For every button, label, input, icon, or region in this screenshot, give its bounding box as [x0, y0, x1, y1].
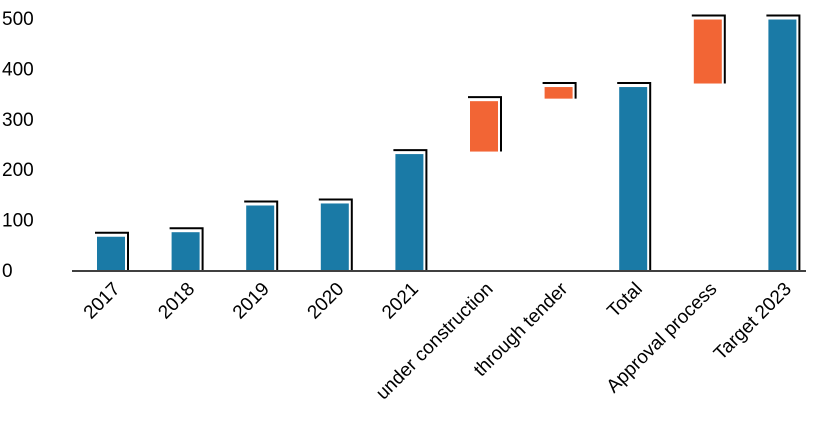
- bar: [395, 154, 424, 270]
- bar-outline: [617, 82, 652, 270]
- bar: [246, 205, 275, 270]
- y-tick-label: 300: [2, 110, 34, 131]
- bar-outline: [244, 200, 279, 270]
- bar: [619, 87, 648, 270]
- bar-2017: [95, 231, 129, 270]
- x-tick-label: 2018: [154, 279, 199, 324]
- y-tick-label: 200: [2, 160, 34, 181]
- x-tick-label: Total: [604, 279, 647, 322]
- y-tick-label: 400: [2, 59, 34, 80]
- y-tick-label: 500: [2, 9, 34, 30]
- bar: [171, 232, 200, 270]
- bar: [97, 236, 125, 270]
- y-tick-label: 0: [2, 261, 13, 282]
- bar-outline: [691, 14, 726, 84]
- bar-2020: [318, 198, 353, 270]
- bar-approval-process: [691, 14, 726, 84]
- x-tick-label: 2021: [378, 279, 423, 324]
- bar-through-tender: [542, 82, 577, 99]
- bar-outline: [766, 14, 801, 270]
- bar-outline: [169, 227, 204, 270]
- bar: [470, 101, 498, 152]
- bar-2018: [169, 227, 204, 270]
- bar-outline: [95, 231, 129, 270]
- bar-outline: [468, 96, 502, 152]
- bar-total: [617, 82, 652, 270]
- bar: [544, 87, 573, 99]
- bar: [693, 19, 722, 84]
- x-tick-label: 2020: [304, 279, 349, 324]
- y-tick-label: 100: [2, 211, 34, 232]
- bar-2021: [393, 149, 428, 270]
- x-tick-label: 2019: [229, 279, 274, 324]
- bar-outline: [542, 82, 577, 99]
- bar-2019: [244, 200, 279, 270]
- y-axis-ticks: 0 100 200 300 400 500: [2, 9, 34, 282]
- bar: [768, 19, 797, 271]
- bar-outline: [318, 198, 353, 270]
- bar-outline: [393, 149, 428, 270]
- x-tick-label: Target 2023: [710, 279, 796, 365]
- bars: [95, 14, 801, 271]
- bar: [320, 203, 349, 270]
- bar-under-construction: [468, 96, 502, 152]
- x-tick-label: 2017: [80, 279, 125, 324]
- bar-target-2023: [766, 14, 801, 271]
